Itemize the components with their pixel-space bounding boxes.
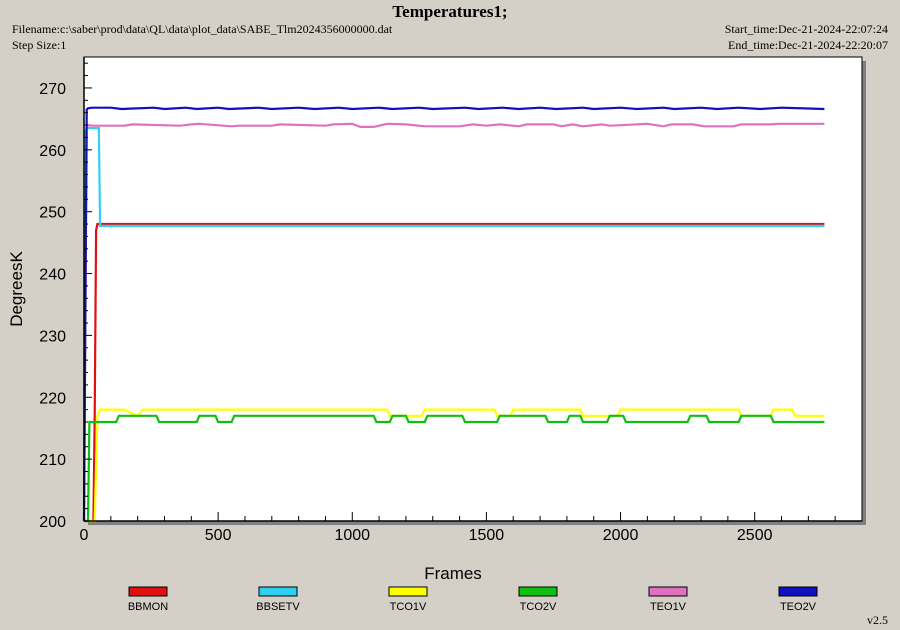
- legend-label-teo1v: TEO1V: [650, 601, 687, 613]
- y-tick-label: 250: [39, 205, 66, 222]
- x-tick-label: 2500: [737, 527, 773, 544]
- y-tick-label: 240: [39, 267, 66, 284]
- y-tick-label: 270: [39, 81, 66, 98]
- y-tick-label: 200: [39, 514, 66, 531]
- version-label: v2.5: [867, 613, 888, 627]
- x-axis-label: Frames: [424, 564, 482, 583]
- start-time-text: Start_time:Dec-21-2024-22:07:24: [724, 22, 888, 36]
- series-line-tco2v: [84, 414, 825, 523]
- y-axis-label: DegreesK: [7, 251, 26, 327]
- legend-swatch-bbmon: [128, 586, 168, 597]
- legend-swatch-teo1v: [648, 586, 688, 597]
- x-tick-label: 2000: [603, 527, 639, 544]
- legend-label-tco1v: TCO1V: [390, 601, 427, 613]
- legend-label-bbsetv: BBSETV: [256, 601, 300, 613]
- x-tick-label: 500: [205, 527, 232, 544]
- y-tick-label: 260: [39, 143, 66, 160]
- legend-swatch-tco2v: [518, 586, 558, 597]
- legend-label-tco2v: TCO2V: [520, 601, 557, 613]
- x-tick-label: 1000: [334, 527, 370, 544]
- plot-area: [83, 56, 863, 522]
- y-tick-label: 220: [39, 390, 66, 407]
- end-time-text: End_time:Dec-21-2024-22:20:07: [728, 38, 888, 52]
- legend-swatch-teo2v: [778, 586, 818, 597]
- legend-label-teo2v: TEO2V: [780, 601, 817, 613]
- series-line-bbsetv: [82, 127, 825, 522]
- legend-swatch-bbsetv: [258, 586, 298, 597]
- y-tick-label: 210: [39, 452, 66, 469]
- legend-swatch-tco1v: [388, 586, 428, 597]
- series-line-teo2v: [82, 106, 825, 522]
- filename-text: Filename:c:\saber\prod\data\QL\data\plot…: [12, 22, 393, 36]
- chart-title: Temperatures1;: [392, 2, 508, 21]
- x-tick-label: 0: [80, 527, 89, 544]
- legend-label-bbmon: BBMON: [128, 601, 168, 613]
- step-size-text: Step Size:1: [12, 38, 67, 52]
- x-tick-label: 1500: [469, 527, 505, 544]
- y-tick-label: 230: [39, 328, 66, 345]
- series-line-teo1v: [82, 122, 825, 522]
